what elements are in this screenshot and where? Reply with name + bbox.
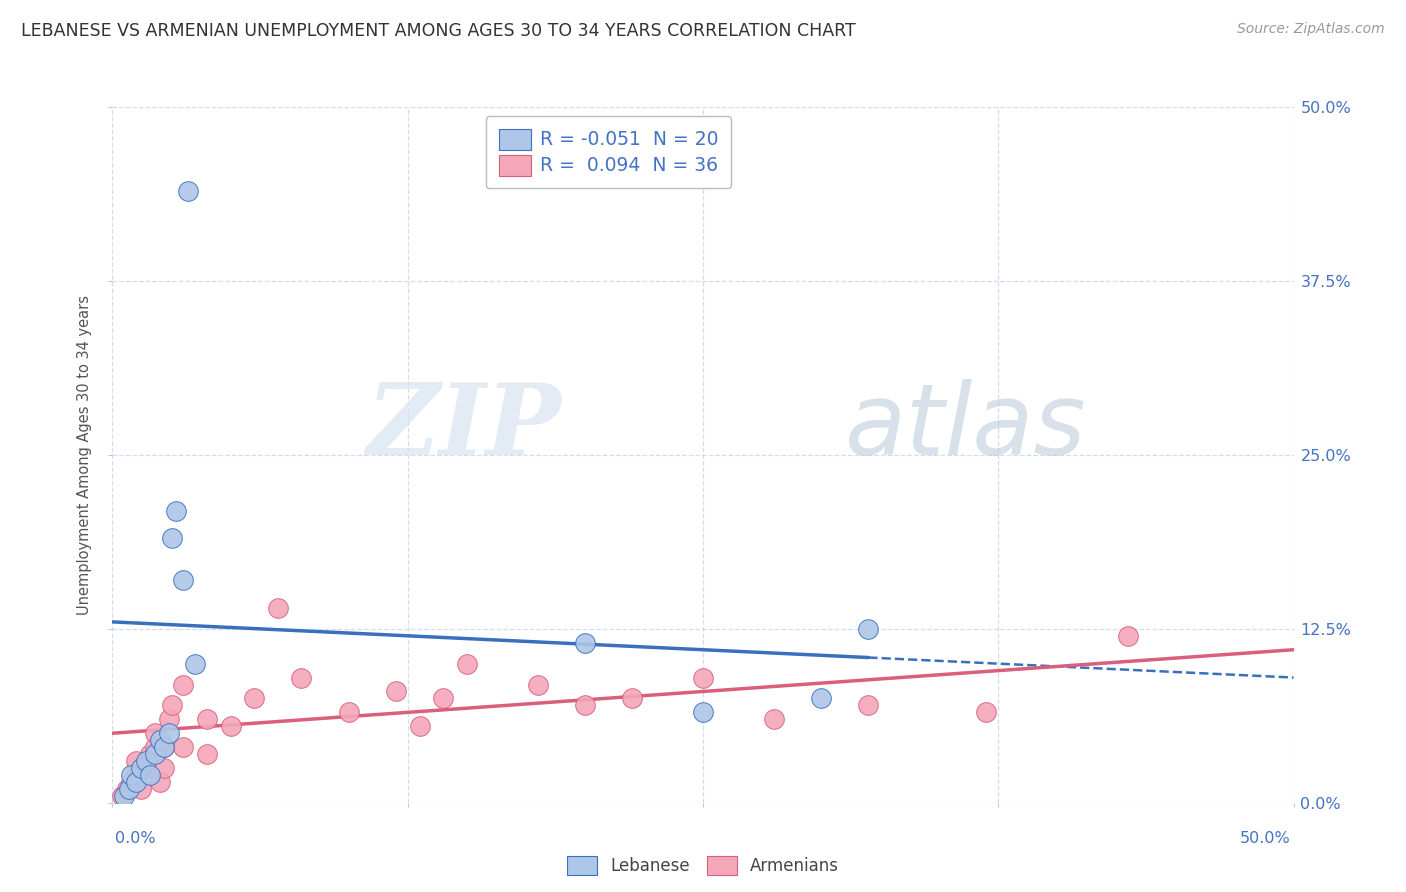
Point (976, 706, 998, 720)
Point (139, 768, 162, 782)
Point (172, 677, 194, 691)
Point (1116, 629, 1139, 643)
Text: ZIP: ZIP (367, 379, 561, 475)
Point (810, 691, 832, 706)
Point (456, 657, 478, 671)
Point (129, 781, 152, 796)
Point (621, 691, 644, 706)
Point (195, 747, 218, 761)
Point (120, 768, 142, 782)
Point (157, 726, 180, 740)
Point (112, 789, 135, 803)
Point (153, 761, 176, 775)
Point (149, 733, 172, 747)
Point (858, 698, 880, 713)
Point (129, 761, 152, 775)
Point (243, 691, 266, 706)
Point (385, 684, 408, 698)
Point (574, 698, 596, 713)
Point (143, 726, 166, 740)
Point (692, 706, 714, 720)
Text: LEBANESE VS ARMENIAN UNEMPLOYMENT AMONG AGES 30 TO 34 YEARS CORRELATION CHART: LEBANESE VS ARMENIAN UNEMPLOYMENT AMONG … (21, 22, 856, 40)
Point (219, 719, 242, 733)
Point (149, 775, 172, 789)
Point (125, 754, 148, 768)
Point (143, 747, 166, 761)
Point (125, 775, 148, 789)
Point (165, 503, 187, 517)
Point (267, 601, 290, 615)
Point (195, 712, 218, 726)
Text: 50.0%: 50.0% (1240, 831, 1291, 847)
Point (135, 754, 157, 768)
Point (115, 781, 138, 796)
Point (574, 636, 596, 650)
Point (177, 184, 200, 198)
Point (408, 719, 430, 733)
Point (160, 532, 183, 546)
Point (120, 775, 142, 789)
Point (157, 712, 180, 726)
Point (432, 691, 454, 706)
Point (111, 789, 134, 803)
Point (135, 761, 157, 775)
Point (858, 622, 880, 636)
Legend: Lebanese, Armenians: Lebanese, Armenians (557, 846, 849, 885)
Text: 0.0%: 0.0% (115, 831, 156, 847)
Point (153, 740, 176, 755)
Point (337, 706, 360, 720)
Y-axis label: Unemployment Among Ages 30 to 34 years: Unemployment Among Ages 30 to 34 years (77, 295, 93, 615)
Point (125, 768, 148, 782)
Point (143, 740, 166, 755)
Text: atlas: atlas (845, 378, 1087, 475)
Point (153, 740, 176, 755)
Point (160, 698, 183, 713)
Point (139, 747, 162, 761)
Point (762, 712, 785, 726)
Point (692, 671, 714, 685)
Point (184, 657, 207, 671)
Point (290, 671, 312, 685)
Point (526, 677, 548, 691)
Point (172, 573, 194, 587)
Text: Source: ZipAtlas.com: Source: ZipAtlas.com (1237, 22, 1385, 37)
Point (172, 740, 194, 755)
Point (118, 781, 141, 796)
